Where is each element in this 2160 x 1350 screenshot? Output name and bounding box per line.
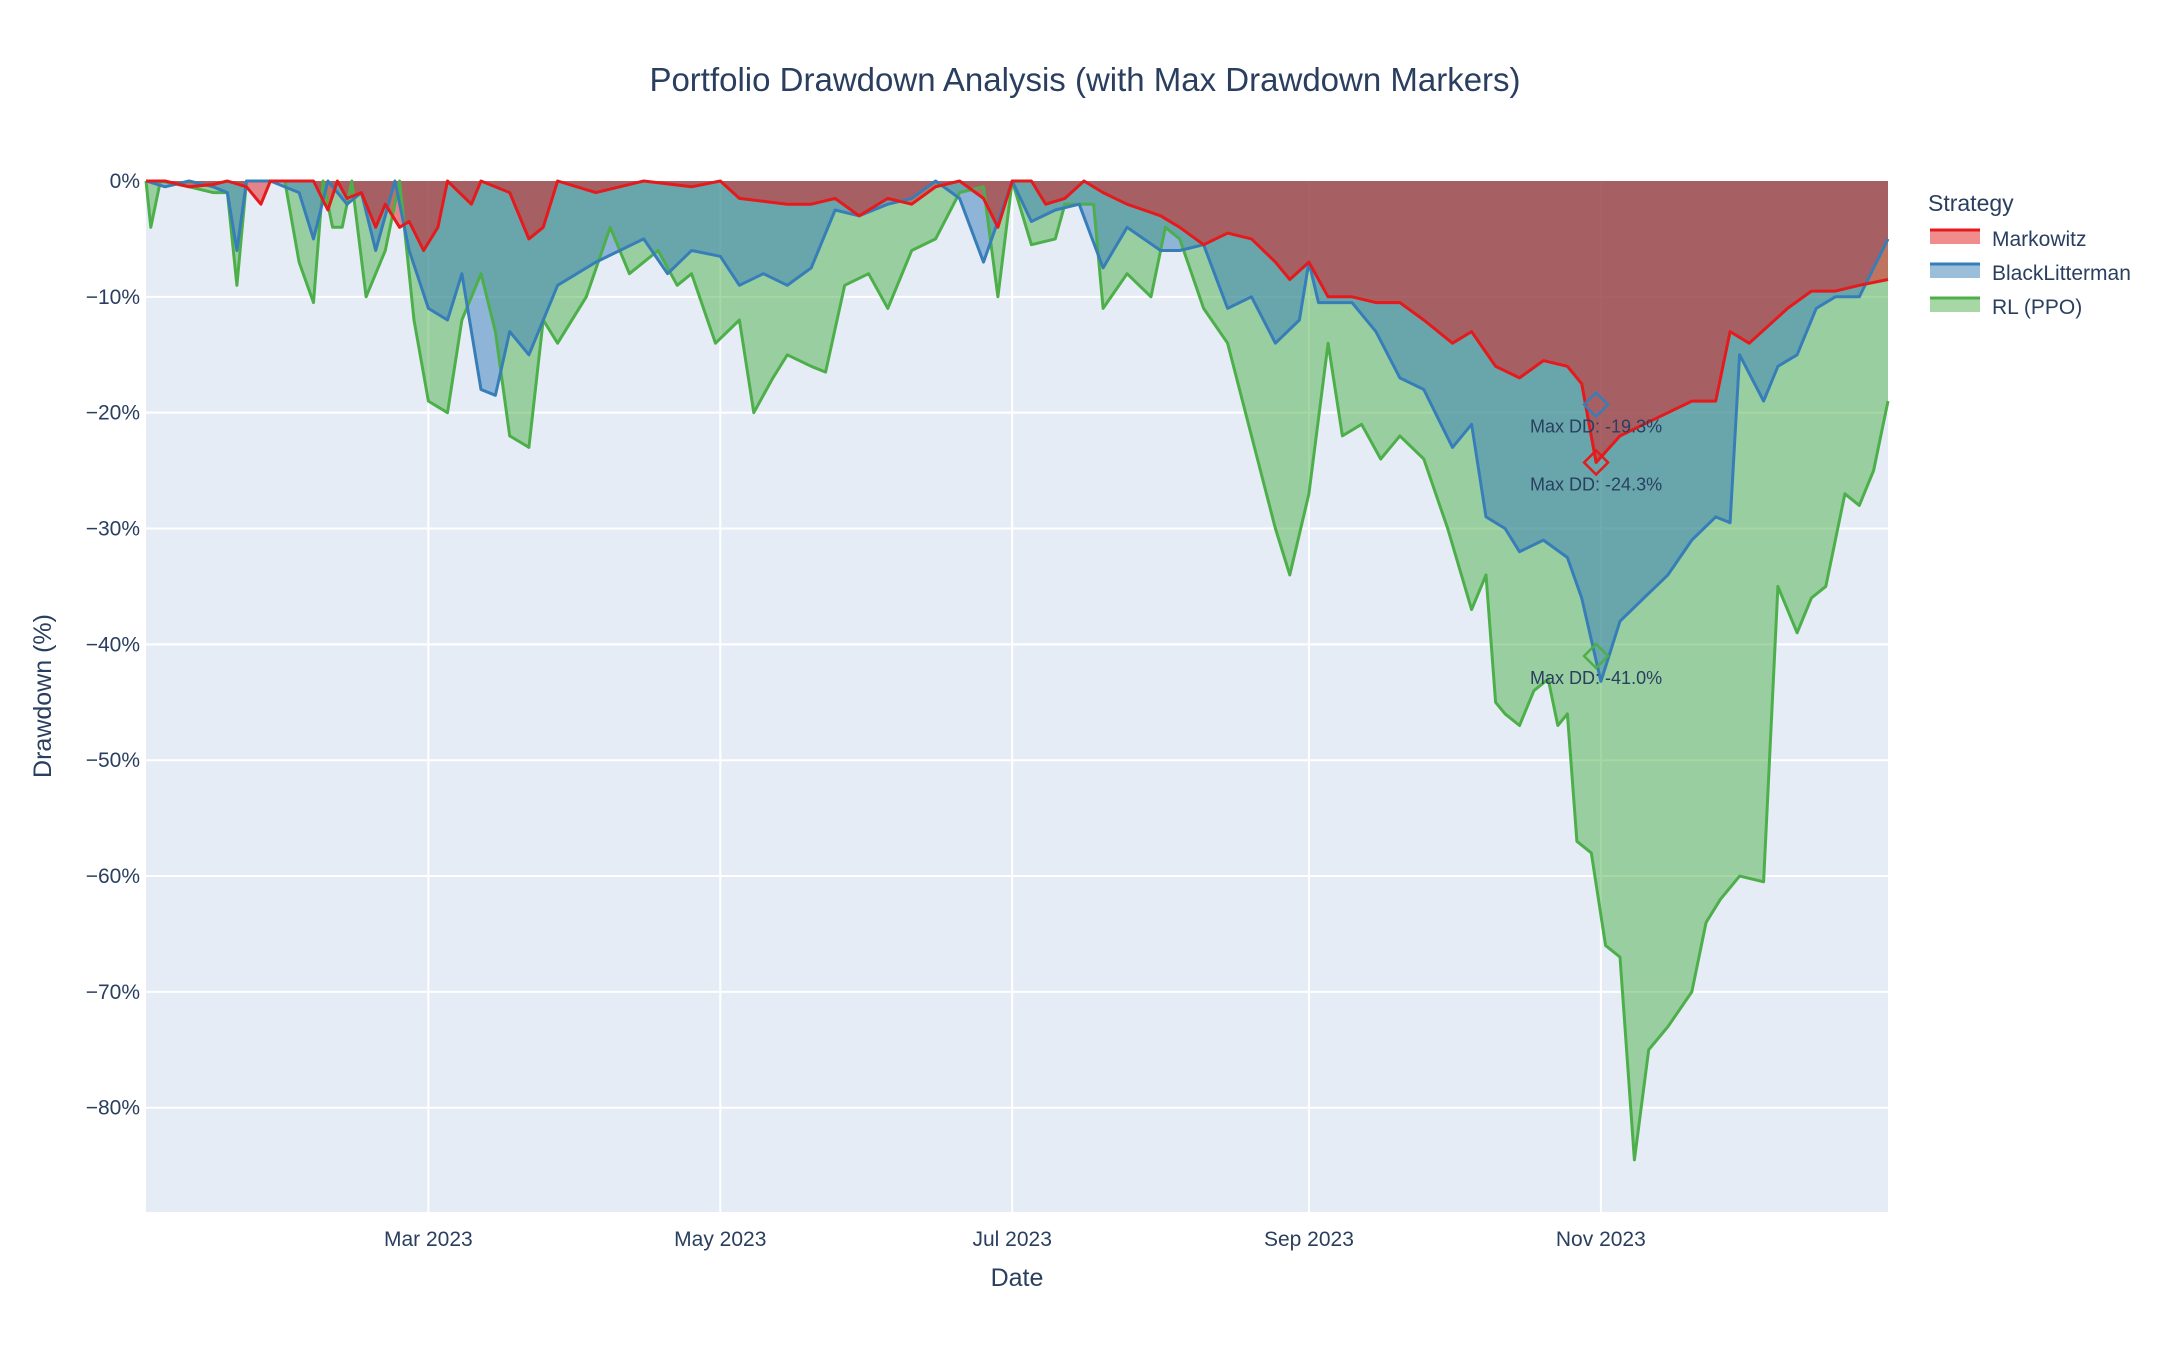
series-areas	[146, 181, 1888, 1160]
legend-swatch	[1930, 298, 1980, 312]
legend-swatch	[1930, 264, 1980, 278]
y-tick-labels: 0% −10% −20% −30% −40% −50% −60% −70% −80%	[86, 170, 140, 1120]
x-tick-labels: Mar 2023 May 2023 Jul 2023 Sep 2023 Nov 2023	[384, 1228, 1646, 1251]
legend-label: BlackLitterman	[1992, 262, 2131, 285]
max-dd-marker	[1582, 642, 1610, 670]
max-dd-label: Max DD: -19.3%	[1530, 417, 1662, 437]
x-tick-label: Nov 2023	[1556, 1228, 1646, 1251]
legend: Strategy Markowitz BlackLitterman RL (PPO)	[1928, 190, 2131, 319]
max-dd-label: Max DD: -41.0%	[1530, 668, 1662, 688]
y-axis-title: Drawdown (%)	[29, 614, 57, 778]
x-tick-label: Mar 2023	[384, 1228, 473, 1251]
y-tick-label: −60%	[86, 865, 140, 888]
max-dd-label: Max DD: -24.3%	[1530, 474, 1662, 494]
y-tick-label: −70%	[86, 981, 140, 1004]
line-markowitz	[146, 179, 1889, 464]
chart-title: Portfolio Drawdown Analysis (with Max Dr…	[649, 61, 1520, 98]
y-tick-label: −80%	[86, 1097, 140, 1120]
x-tick-label: May 2023	[674, 1228, 766, 1251]
line-rl-ppo-	[144, 179, 1890, 1162]
legend-swatch	[1930, 230, 1980, 244]
legend-item[interactable]: Markowitz	[1930, 228, 2087, 251]
legend-title: Strategy	[1928, 190, 2014, 216]
area-markowitz	[146, 181, 1888, 463]
legend-item[interactable]: BlackLitterman	[1930, 262, 2131, 285]
y-tick-label: −10%	[86, 286, 140, 309]
legend-item[interactable]: RL (PPO)	[1930, 296, 2082, 319]
series-lines	[144, 179, 1890, 1162]
legend-label: Markowitz	[1992, 228, 2087, 251]
legend-label: RL (PPO)	[1992, 296, 2082, 319]
x-tick-label: Sep 2023	[1264, 1228, 1354, 1251]
max-dd-markers: Max DD: -24.3% Max DD: -19.3% Max DD: -41.…	[1530, 390, 1662, 688]
max-dd-marker	[1582, 390, 1610, 419]
x-tick-label: Jul 2023	[973, 1228, 1052, 1251]
y-tick-label: 0%	[110, 170, 140, 193]
y-tick-label: −20%	[86, 402, 140, 425]
y-tick-label: −40%	[86, 633, 140, 656]
x-axis-title: Date	[991, 1264, 1044, 1292]
max-dd-marker	[1582, 448, 1610, 477]
y-tick-label: −30%	[86, 518, 140, 541]
y-tick-label: −50%	[86, 749, 140, 772]
